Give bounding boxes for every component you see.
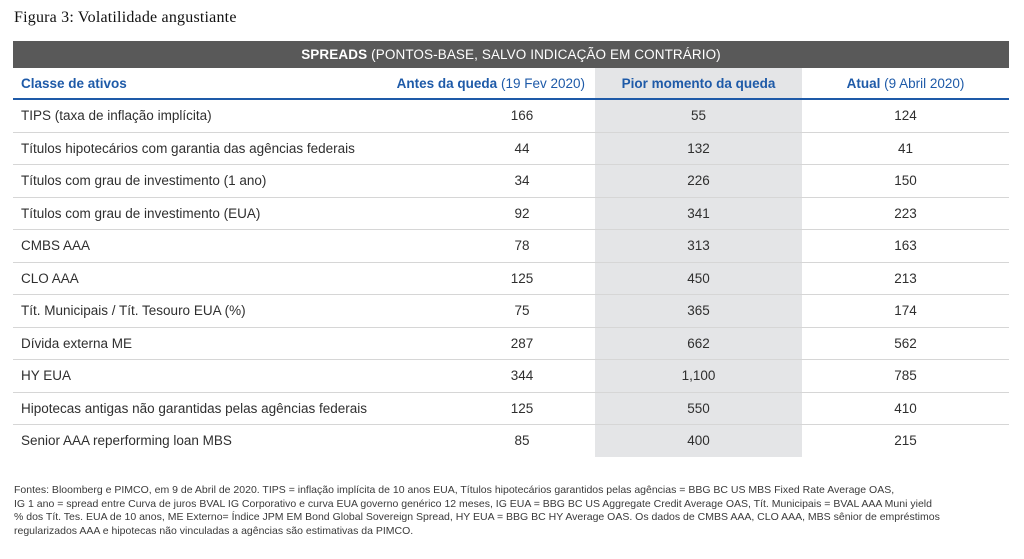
note-line: regularizados AAA e hipotecas não vincul… [14,524,414,537]
value-before: 75 [389,294,595,328]
value-current: 213 [802,262,1009,295]
asset-name: CLO AAA [13,262,389,295]
header-current-label: Atual [846,75,881,91]
figure-title: Figura 3: Volatilidade angustiante [14,9,237,26]
value-current: 215 [894,433,917,449]
table-row: CMBS AAA 78 313 163 [13,229,1009,263]
value-worst: 400 [595,424,802,457]
value-current: 562 [802,327,1009,360]
value-worst: 341 [595,197,802,230]
header-before-label: Antes da queda [396,75,498,91]
value-current: 223 [802,197,1009,230]
table-band-header: SPREADS (PONTOS-BASE, SALVO INDICAÇÃO EM… [13,41,1009,68]
value-before: 125 [389,262,595,295]
asset-name: CMBS AAA [13,229,389,263]
asset-name: HY EUA [13,359,389,393]
value-worst: 55 [595,99,802,133]
value-before: 125 [389,392,595,425]
table-header-row: Classe de ativos Antes da queda (19 Fev … [13,68,1009,100]
asset-name: Títulos com grau de investimento (1 ano) [13,164,389,198]
table-row: Títulos com grau de investimento (1 ano)… [13,164,1009,198]
value-current: 410 [802,392,1009,425]
value-worst: 450 [595,262,802,295]
source-notes: Fontes: Bloomberg e PIMCO, em 9 de Abril… [14,484,1010,538]
asset-name: Senior AAA reperforming loan MBS [21,433,232,449]
table-row: HY EUA 344 1,100 785 [13,359,1009,393]
value-before: 34 [389,164,595,198]
table-row: Tít. Municipais / Tít. Tesouro EUA (%) 7… [13,294,1009,328]
value-before: 166 [389,99,595,133]
value-before: 78 [389,229,595,263]
value-before: 44 [389,132,595,165]
header-asset-class: Classe de ativos [13,68,389,100]
header-before-crash: Antes da queda (19 Fev 2020) [389,68,595,100]
header-current-date: (9 Abril 2020) [884,75,965,91]
value-worst: 662 [595,327,802,360]
value-worst: 365 [595,294,802,328]
asset-name: Dívida externa ME [13,327,389,360]
value-current: 150 [802,164,1009,198]
value-current: 163 [802,229,1009,263]
value-current: 124 [802,99,1009,133]
value-before: 92 [389,197,595,230]
band-rest-label: (PONTOS-BASE, SALVO INDICAÇÃO EM CONTRÁR… [371,47,721,62]
asset-name: Títulos com grau de investimento (EUA) [13,197,389,230]
table-body: TIPS (taxa de inflação implícita) 166 55… [13,99,1009,457]
spreads-table: Classe de ativos Antes da queda (19 Fev … [13,68,1009,457]
table-row: CLO AAA 125 450 213 [13,262,1009,295]
note-line: % dos Tít. Tes. EUA de 10 anos, ME Exter… [14,511,940,523]
asset-name: Tít. Municipais / Tít. Tesouro EUA (%) [13,294,389,328]
asset-name: Hipotecas antigas não garantidas pelas a… [13,392,389,425]
table-row: TIPS (taxa de inflação implícita) 166 55… [13,99,1009,133]
value-worst: 226 [595,164,802,198]
table-row: Títulos com grau de investimento (EUA) 9… [13,197,1009,230]
note-line: IG 1 ano = spread entre Curva de juros B… [14,497,932,510]
table-row: Senior AAA reperforming loan MBS 85 400 … [13,424,1009,457]
value-current: 41 [802,132,1009,165]
value-current: 785 [802,359,1009,393]
note-line: Fontes: Bloomberg e PIMCO, em 9 de Abril… [14,484,895,496]
value-worst: 1,100 [595,359,802,393]
asset-name: Títulos hipotecários com garantia das ag… [13,132,389,165]
spreads-table-container: SPREADS (PONTOS-BASE, SALVO INDICAÇÃO EM… [13,41,1009,457]
value-worst: 313 [595,229,802,263]
value-worst: 132 [595,132,802,165]
value-worst: 550 [595,392,802,425]
table-row: Títulos hipotecários com garantia das ag… [13,132,1009,165]
value-before: 287 [389,327,595,360]
value-current: 174 [802,294,1009,328]
value-before: 85 [514,433,530,449]
table-row: Hipotecas antigas não garantidas pelas a… [13,392,1009,425]
value-before: 344 [389,359,595,393]
band-bold-label: SPREADS [301,47,368,62]
header-before-date: (19 Fev 2020) [500,75,585,91]
header-current: Atual (9 Abril 2020) [802,68,1009,100]
header-worst-moment: Pior momento da queda [595,68,802,100]
asset-name: TIPS (taxa de inflação implícita) [13,99,389,133]
table-row: Dívida externa ME 287 662 562 [13,327,1009,360]
